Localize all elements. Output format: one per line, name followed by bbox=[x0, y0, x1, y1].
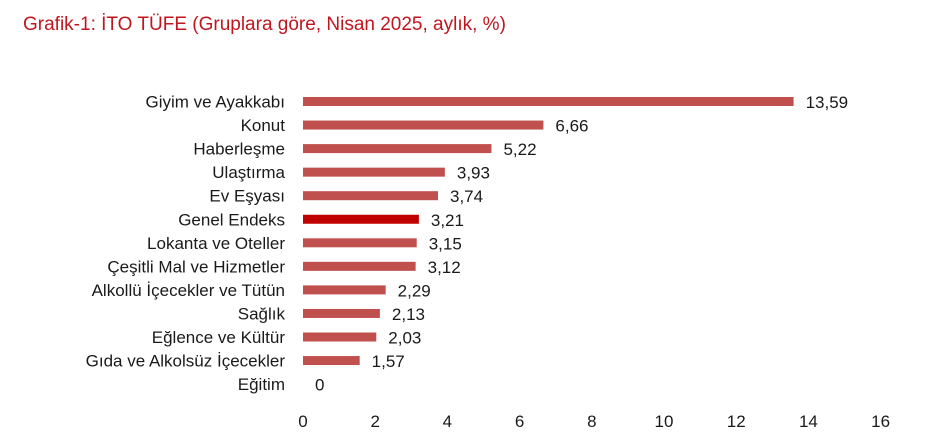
value-label-genel-endeks: 3,21 bbox=[431, 211, 464, 230]
category-label-gida-ve-alkolsuz-i-cecekler: Gıda ve Alkolsüz İçecekler bbox=[86, 352, 286, 371]
category-label-konut: Konut bbox=[241, 116, 286, 135]
category-label-haberlesme: Haberleşme bbox=[193, 140, 285, 159]
value-label-alkollu-i-cecekler-ve-tutun: 2,29 bbox=[398, 281, 431, 300]
category-label-alkollu-i-cecekler-ve-tutun: Alkollü İçecekler ve Tütün bbox=[92, 281, 285, 300]
chart-title: Grafik-1: İTO TÜFE (Gruplara göre, Nisan… bbox=[23, 14, 506, 35]
category-label-eglence-ve-kultur: Eğlence ve Kültür bbox=[152, 328, 286, 347]
bar-ulastirma bbox=[303, 167, 445, 177]
x-tick-label: 4 bbox=[443, 412, 452, 431]
x-tick-label: 0 bbox=[298, 412, 307, 431]
category-label-ulastirma: Ulaştırma bbox=[212, 163, 285, 182]
bar-haberlesme bbox=[303, 144, 492, 154]
value-label-ulastirma: 3,93 bbox=[457, 164, 490, 183]
bar-alkollu-i-cecekler-ve-tutun bbox=[303, 285, 386, 295]
x-tick-label: 10 bbox=[655, 412, 674, 431]
x-axis-tick-labels: 0 2 4 6 8 10 12 14 16 bbox=[298, 412, 890, 431]
x-tick-label: 16 bbox=[871, 412, 890, 431]
bar-giyim-ve-ayakkabi bbox=[303, 97, 794, 106]
bars-layer bbox=[303, 97, 794, 366]
category-label-giyim-ve-ayakkabi: Giyim ve Ayakkabı bbox=[145, 93, 285, 112]
value-label-giyim-ve-ayakkabi: 13,59 bbox=[806, 93, 849, 112]
bar-ev-esyasi bbox=[303, 191, 439, 201]
value-label-lokanta-ve-oteller: 3,15 bbox=[429, 234, 462, 253]
value-label-cesitli-mal-ve-hizmetler: 3,12 bbox=[428, 258, 461, 277]
value-label-ev-esyasi: 3,74 bbox=[450, 187, 483, 206]
category-label-saglik: Sağlık bbox=[238, 304, 286, 323]
x-tick-label: 12 bbox=[727, 412, 746, 431]
bar-konut bbox=[303, 120, 544, 130]
category-label-ev-esyasi: Ev Eşyası bbox=[209, 187, 285, 206]
bar-saglik bbox=[303, 308, 380, 318]
value-label-konut: 6,66 bbox=[555, 117, 588, 136]
value-label-gida-ve-alkolsuz-i-cecekler: 1,57 bbox=[372, 352, 405, 371]
bar-genel-endeks bbox=[303, 214, 419, 224]
x-tick-label: 6 bbox=[515, 412, 524, 431]
x-tick-label: 8 bbox=[587, 412, 596, 431]
bar-eglence-ve-kultur bbox=[303, 332, 377, 342]
bar-gida-ve-alkolsuz-i-cecekler bbox=[303, 356, 360, 366]
x-tick-label: 2 bbox=[370, 412, 379, 431]
value-label-haberlesme: 5,22 bbox=[503, 140, 536, 159]
value-label-saglik: 2,13 bbox=[392, 305, 425, 324]
category-labels: Giyim ve Ayakkabı Konut Haberleşme Ulaştırm… bbox=[86, 93, 286, 395]
value-label-eglence-ve-kultur: 2,03 bbox=[388, 329, 421, 348]
category-label-cesitli-mal-ve-hizmetler: Çeşitli Mal ve Hizmetler bbox=[107, 257, 285, 276]
x-tick-label: 14 bbox=[799, 412, 818, 431]
bar-cesitli-mal-ve-hizmetler bbox=[303, 261, 416, 271]
category-label-lokanta-ve-oteller: Lokanta ve Oteller bbox=[147, 234, 285, 253]
value-label-egitim: 0 bbox=[315, 376, 324, 395]
bar-lokanta-ve-oteller bbox=[303, 238, 417, 248]
category-label-genel-endeks: Genel Endeks bbox=[178, 210, 285, 229]
category-label-egitim: Eğitim bbox=[238, 375, 285, 394]
value-labels: 13,59 6,66 5,22 3,93 3,74 3,21 3,15 3,12 2,29 2,1… bbox=[315, 93, 848, 395]
